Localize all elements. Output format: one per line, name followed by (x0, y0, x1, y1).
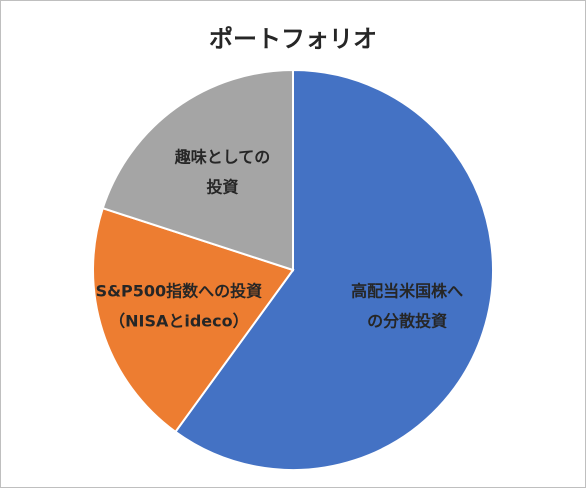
pie-slice (174, 68, 494, 471)
slice-label: 高配当米国株へ (351, 282, 463, 301)
slice-label: の分散投資 (367, 312, 447, 331)
slice-label: （NISAとideco） (109, 312, 249, 331)
chart-title: ポートフォリオ (209, 25, 377, 53)
slice-label: 趣味としての (174, 147, 271, 166)
slice-label: S&P500指数への投資 (96, 282, 263, 301)
pie-slice (101, 68, 294, 272)
slice-label: 投資 (206, 177, 238, 196)
pie-slice (92, 206, 295, 434)
